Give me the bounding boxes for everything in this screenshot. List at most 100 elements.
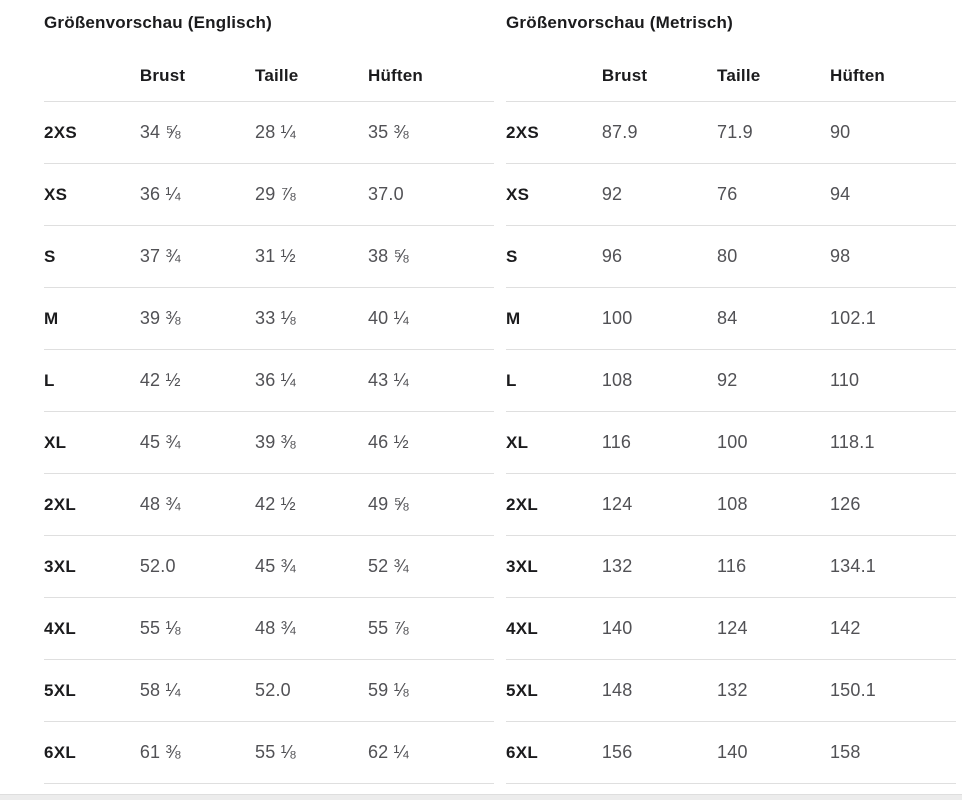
table-row: L 108 92 110 [506,349,956,412]
measurement-value: 150.1 [829,680,877,701]
measurement-value: 58 ¼ [139,680,181,701]
size-label: L [44,370,55,390]
size-chart-table-metric: Brust Taille Hüften 2XS 87.9 71.9 90 XS 92 76 9… [506,33,956,785]
size-label: 6XL [506,742,539,762]
table-row: 4XL 55 ⅛ 48 ¾ 55 ⅞ [44,597,494,660]
measurement-value: 52 ¾ [367,556,409,577]
measurement-value: 29 ⅞ [255,184,296,205]
size-label: 5XL [44,680,77,700]
size-label: L [506,370,517,390]
measurement-value: 96 [601,246,623,267]
measurement-value: 34 ⅝ [139,122,181,143]
measurement-value: 71.9 [717,122,753,143]
measurement-value: 90 [829,122,851,143]
size-label: XS [44,184,68,204]
measurement-value: 36 ¼ [139,184,181,205]
size-label: 2XS [506,122,540,142]
measurement-value: 55 ⅛ [255,742,296,763]
size-label: XS [506,184,530,204]
measurement-value: 61 ⅜ [139,742,181,763]
measurement-value: 37.0 [367,184,404,205]
measurement-value: 140 [601,618,633,639]
size-label: XL [44,432,67,452]
column-header-taille: Taille [717,66,761,86]
measurement-value: 46 ½ [367,432,409,453]
measurement-value: 62 ¼ [367,742,409,763]
measurement-value: 108 [717,494,748,515]
table-row: XL 45 ¾ 39 ⅜ 46 ½ [44,411,494,474]
table-row: 2XS 87.9 71.9 90 [506,101,956,164]
table-row: 3XL 132 116 134.1 [506,535,956,598]
table-title-english: Größenvorschau (Englisch) [44,13,272,32]
size-label: 2XL [44,494,77,514]
header-corner-empty [506,33,602,102]
measurement-value: 45 ¾ [139,432,181,453]
measurement-value: 39 ⅜ [139,308,181,329]
measurement-value: 142 [829,618,861,639]
measurement-value: 98 [829,246,851,267]
measurement-value: 116 [717,556,747,577]
table-row: S 96 80 98 [506,225,956,288]
measurement-value: 116 [601,432,632,453]
table-row: 4XL 140 124 142 [506,597,956,660]
size-label: 4XL [44,618,77,638]
measurement-value: 48 ¾ [139,494,181,515]
measurement-value: 87.9 [601,122,638,143]
measurement-value: 45 ¾ [255,556,296,577]
size-label: 3XL [506,556,539,576]
table-row: 5XL 148 132 150.1 [506,659,956,722]
measurement-value: 55 ⅞ [367,618,409,639]
measurement-value: 52.0 [139,556,176,577]
measurement-value: 42 ½ [255,494,296,515]
measurement-value: 92 [601,184,623,205]
measurement-value: 124 [717,618,748,639]
measurement-value: 52.0 [255,680,291,701]
measurement-value: 37 ¾ [139,246,181,267]
table-row: 6XL 61 ⅜ 55 ⅛ 62 ¼ [44,721,494,784]
measurement-value: 94 [829,184,851,205]
table-row: 3XL 52.0 45 ¾ 52 ¾ [44,535,494,598]
measurement-value: 35 ⅜ [367,122,409,143]
size-label: S [44,246,56,266]
measurement-value: 124 [601,494,633,515]
measurement-value: 39 ⅜ [255,432,296,453]
table-body-metric: 2XS 87.9 71.9 90 XS 92 76 94 S 96 80 98 M 100 84 102.1 L… [506,101,956,784]
measurement-value: 126 [829,494,861,515]
measurement-value: 49 ⅝ [367,494,409,515]
measurement-value: 28 ¼ [255,122,296,143]
size-chart-table-english: Brust Taille Hüften 2XS 34 ⅝ 28 ¼ 35 ⅜ XS 36 … [44,33,494,785]
measurement-value: 36 ¼ [255,370,296,391]
size-label: 4XL [506,618,539,638]
measurement-value: 40 ¼ [367,308,409,329]
table-row: M 39 ⅜ 33 ⅛ 40 ¼ [44,287,494,350]
measurement-value: 156 [601,742,633,763]
measurement-value: 31 ½ [255,246,296,267]
header-corner-empty [44,33,140,102]
table-title-metric: Größenvorschau (Metrisch) [506,13,733,32]
measurement-value: 148 [601,680,633,701]
size-label: M [506,308,521,328]
table-row: XS 36 ¼ 29 ⅞ 37.0 [44,163,494,226]
measurement-value: 76 [717,184,738,205]
size-table-english: Größenvorschau (Englisch) Brust Taille H… [44,0,494,785]
column-header-brust: Brust [139,66,186,86]
size-label: 2XL [506,494,539,514]
measurement-value: 102.1 [829,308,877,329]
table-row: 2XL 124 108 126 [506,473,956,536]
size-label: M [44,308,59,328]
measurement-value: 84 [717,308,738,329]
measurement-value: 110 [829,370,860,391]
table-row: L 42 ½ 36 ¼ 43 ¼ [44,349,494,412]
size-label: S [506,246,518,266]
measurement-value: 100 [717,432,748,453]
size-table-metric: Größenvorschau (Metrisch) Brust Taille H… [506,0,956,785]
bottom-divider-bar [0,794,962,800]
measurement-value: 59 ⅛ [367,680,409,701]
size-label: 2XS [44,122,78,142]
size-label: XL [506,432,529,452]
table-row: 5XL 58 ¼ 52.0 59 ⅛ [44,659,494,722]
column-header-hueften: Hüften [367,66,423,86]
column-header-taille: Taille [255,66,299,86]
measurement-value: 48 ¾ [255,618,296,639]
